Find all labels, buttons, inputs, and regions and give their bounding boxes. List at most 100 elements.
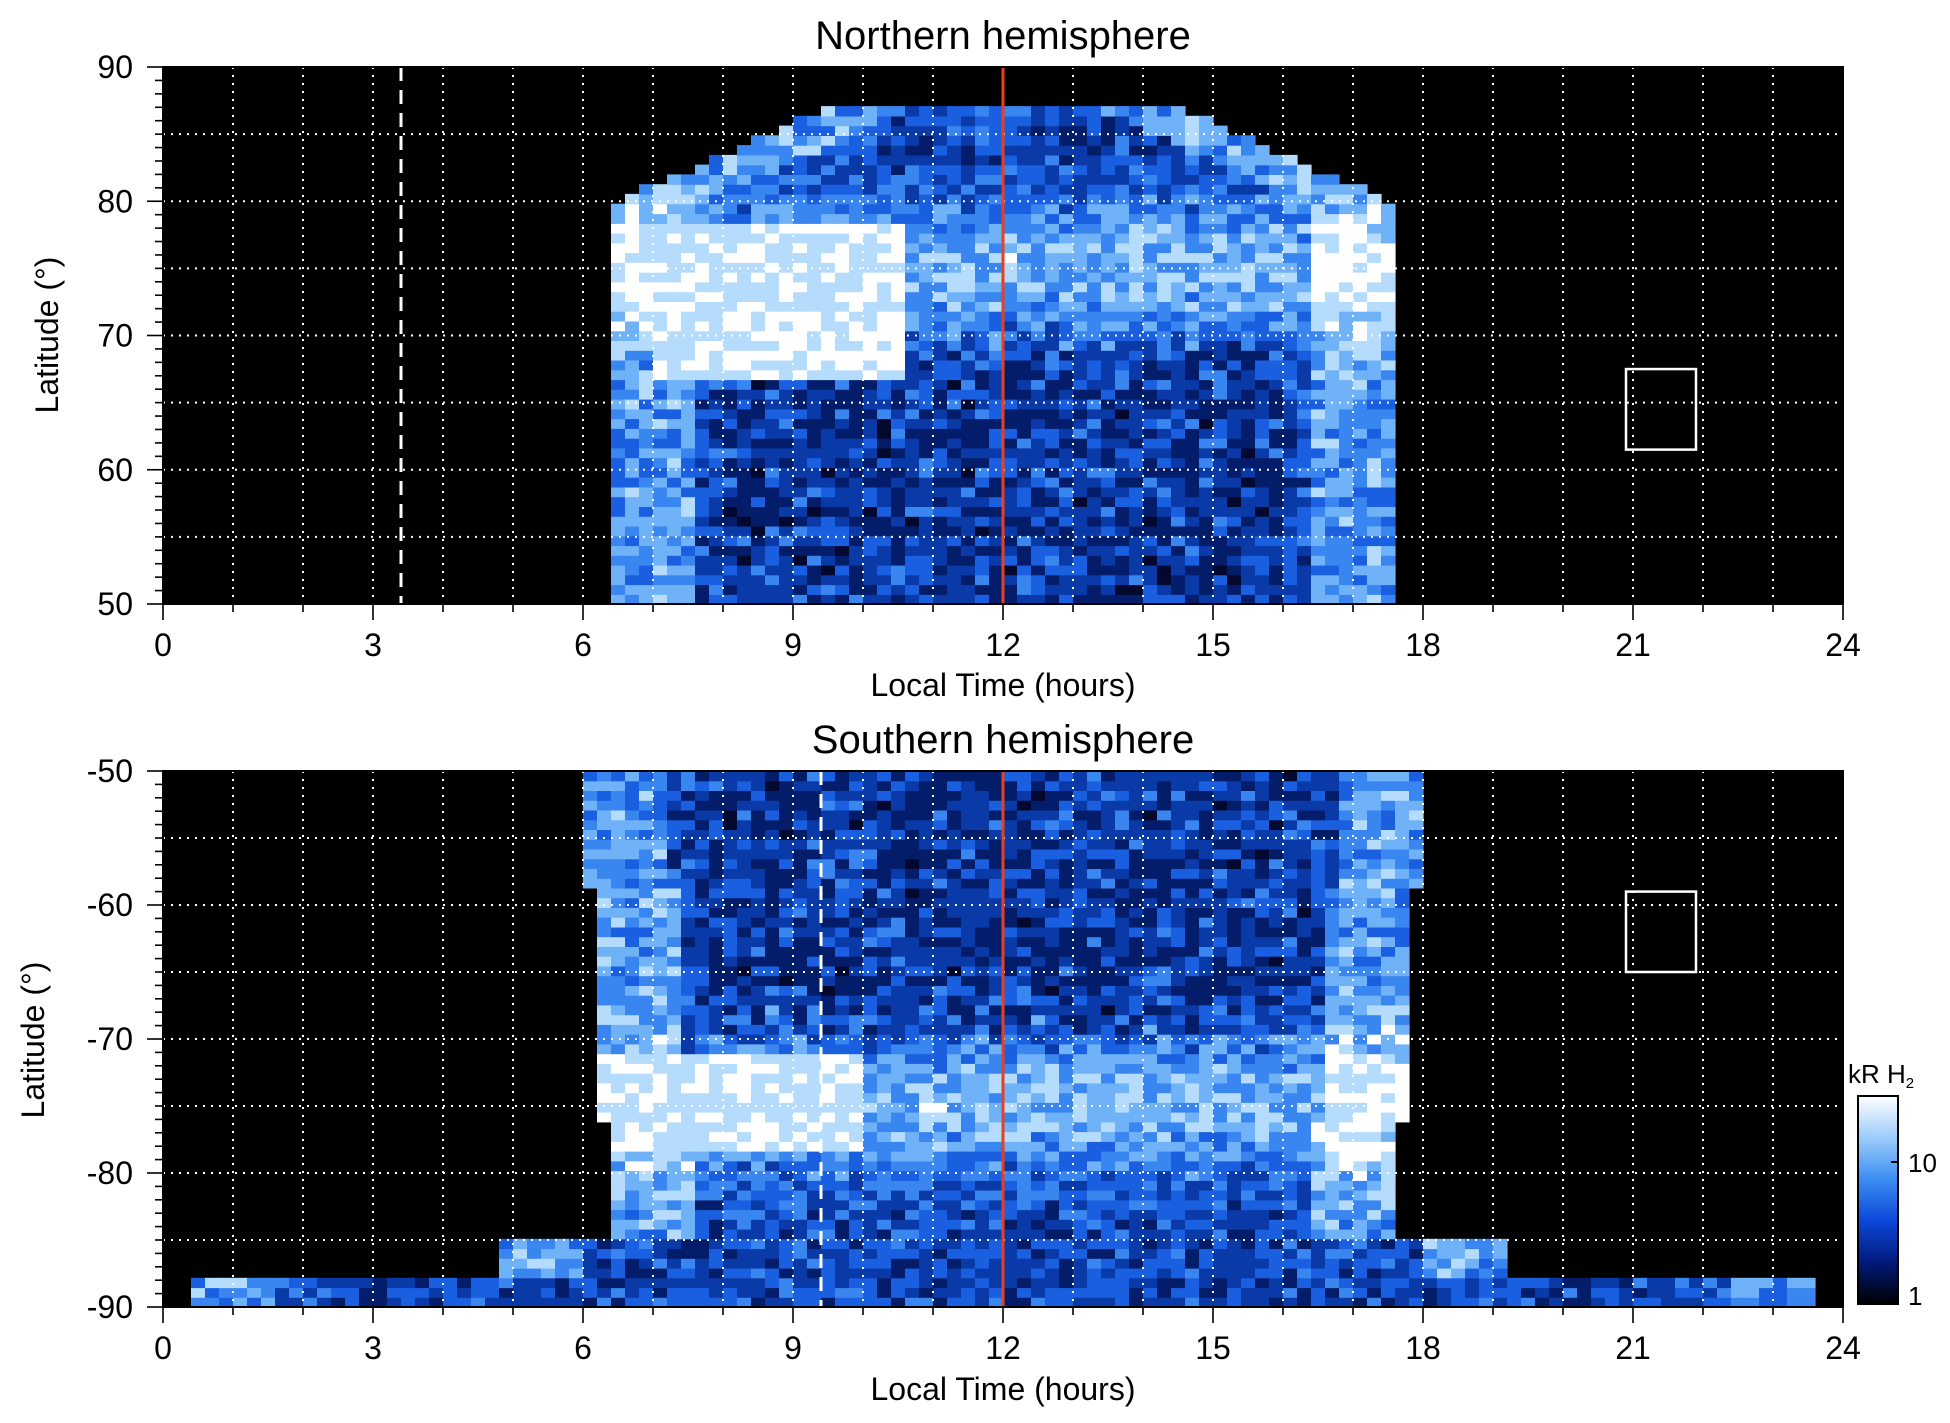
heatmap-cell bbox=[793, 320, 808, 332]
heatmap-cell bbox=[737, 477, 752, 488]
heatmap-cell bbox=[877, 389, 892, 400]
heatmap-cell bbox=[1185, 1258, 1200, 1269]
heatmap-cell bbox=[891, 272, 906, 283]
heatmap-cell bbox=[1381, 1063, 1396, 1074]
heatmap-cell bbox=[653, 1258, 668, 1269]
heatmap-cell bbox=[1325, 1297, 1340, 1307]
heatmap-cell bbox=[849, 1092, 864, 1103]
heatmap-cell bbox=[1339, 1160, 1354, 1172]
heatmap-cell bbox=[1255, 1121, 1270, 1133]
heatmap-cell bbox=[1367, 379, 1382, 390]
heatmap-cell bbox=[723, 535, 738, 547]
heatmap-cell bbox=[1339, 1297, 1354, 1307]
heatmap-cell bbox=[1143, 242, 1158, 254]
heatmap-cell bbox=[247, 1277, 262, 1289]
heatmap-cell bbox=[1129, 1287, 1144, 1298]
heatmap-cell bbox=[961, 1219, 976, 1230]
heatmap-cell bbox=[1087, 428, 1102, 439]
heatmap-cell bbox=[821, 574, 836, 586]
heatmap-cell bbox=[807, 311, 822, 322]
heatmap-cell bbox=[779, 1180, 794, 1191]
heatmap-cell bbox=[989, 1160, 1004, 1172]
heatmap-cell bbox=[1297, 1151, 1312, 1162]
heatmap-cell bbox=[877, 1238, 892, 1250]
heatmap-cell bbox=[1213, 135, 1228, 146]
heatmap-cell bbox=[1045, 496, 1060, 507]
heatmap-cell bbox=[779, 233, 794, 244]
heatmap-cell bbox=[1241, 184, 1256, 195]
heatmap-cell bbox=[1045, 995, 1060, 1006]
heatmap-cell bbox=[891, 1297, 906, 1307]
heatmap-cell bbox=[1003, 447, 1018, 459]
heatmap-cell bbox=[1311, 291, 1326, 302]
heatmap-cell bbox=[1171, 1063, 1186, 1074]
heatmap-cell bbox=[653, 1151, 668, 1162]
heatmap-cell bbox=[975, 281, 990, 293]
heatmap-cell bbox=[639, 486, 654, 498]
heatmap-cell bbox=[611, 1170, 626, 1181]
heatmap-cell bbox=[1353, 193, 1368, 205]
heatmap-cell bbox=[1003, 233, 1018, 244]
heatmap-cell bbox=[233, 1277, 248, 1289]
heatmap-cell bbox=[1115, 1287, 1130, 1298]
heatmap-cell bbox=[653, 545, 668, 556]
heatmap-cell bbox=[765, 1131, 780, 1142]
heatmap-cell bbox=[1101, 320, 1116, 332]
heatmap-cell bbox=[1619, 1277, 1634, 1289]
heatmap-cell bbox=[807, 467, 822, 478]
heatmap-cell bbox=[1143, 506, 1158, 517]
heatmap-cell bbox=[919, 379, 934, 390]
heatmap-cell bbox=[1213, 154, 1228, 166]
heatmap-cell bbox=[1045, 574, 1060, 586]
heatmap-cell bbox=[1045, 301, 1060, 312]
heatmap-cell bbox=[1115, 1034, 1130, 1045]
heatmap-cell bbox=[1059, 486, 1074, 498]
heatmap-cell bbox=[1339, 1258, 1354, 1269]
heatmap-cell bbox=[653, 1277, 668, 1289]
heatmap-cell bbox=[751, 311, 766, 322]
heatmap-cell bbox=[667, 389, 682, 400]
heatmap-cell bbox=[1213, 1004, 1228, 1016]
heatmap-cell bbox=[1339, 1287, 1354, 1298]
heatmap-cell bbox=[639, 233, 654, 244]
heatmap-cell bbox=[975, 291, 990, 302]
heatmap-cell bbox=[653, 506, 668, 517]
heatmap-cell bbox=[947, 1024, 962, 1035]
heatmap-cell bbox=[639, 574, 654, 586]
heatmap-cell bbox=[1577, 1297, 1592, 1307]
heatmap-cell bbox=[1031, 1014, 1046, 1025]
heatmap-cell bbox=[1241, 340, 1256, 351]
heatmap-cell bbox=[849, 525, 864, 537]
heatmap-cell bbox=[863, 1170, 878, 1181]
heatmap-cell bbox=[1381, 1258, 1396, 1269]
heatmap-cell bbox=[947, 213, 962, 224]
heatmap-cell bbox=[1059, 525, 1074, 537]
heatmap-cell bbox=[1213, 252, 1228, 263]
heatmap-cell bbox=[779, 516, 794, 527]
heatmap-cell bbox=[639, 320, 654, 332]
heatmap-cell bbox=[1437, 1258, 1452, 1269]
heatmap-cell bbox=[961, 1112, 976, 1123]
heatmap-cell bbox=[1269, 975, 1284, 986]
heatmap-cell bbox=[1283, 389, 1298, 400]
heatmap-cell bbox=[779, 467, 794, 478]
heatmap-cell bbox=[1073, 125, 1088, 136]
heatmap-cell bbox=[919, 1141, 934, 1152]
heatmap-cell bbox=[1157, 1258, 1172, 1269]
heatmap-cell bbox=[863, 1004, 878, 1016]
heatmap-cell bbox=[1367, 516, 1382, 527]
heatmap-cell bbox=[1143, 135, 1158, 146]
heatmap-cell bbox=[695, 369, 710, 381]
heatmap-cell bbox=[1185, 985, 1200, 996]
heatmap-cell bbox=[863, 1248, 878, 1259]
heatmap-cell bbox=[961, 1287, 976, 1298]
heatmap-cell bbox=[793, 1131, 808, 1142]
heatmap-cell bbox=[653, 1141, 668, 1152]
heatmap-cell bbox=[1297, 369, 1312, 381]
heatmap-cell bbox=[681, 379, 696, 390]
heatmap-cell bbox=[723, 193, 738, 205]
heatmap-cell bbox=[1213, 477, 1228, 488]
heatmap-cell bbox=[1297, 467, 1312, 478]
heatmap-cell bbox=[793, 1004, 808, 1016]
heatmap-cell bbox=[1325, 223, 1340, 234]
